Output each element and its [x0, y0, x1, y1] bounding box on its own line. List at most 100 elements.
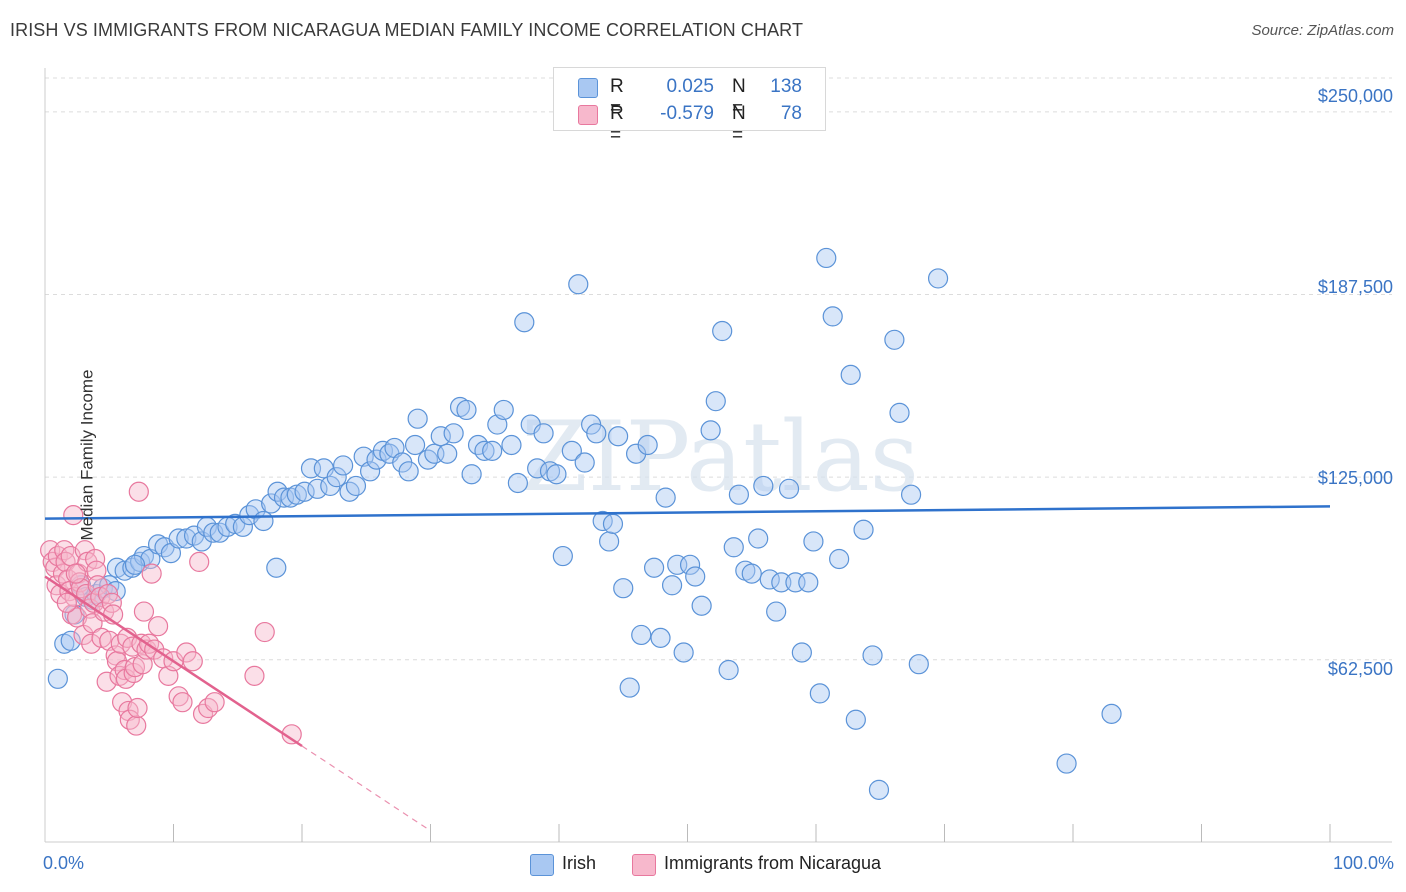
data-point — [56, 592, 77, 613]
data-point — [141, 563, 162, 584]
data-point — [65, 563, 86, 584]
trend-lines — [44, 505, 1331, 832]
data-point — [245, 499, 266, 520]
data-point — [884, 329, 905, 350]
irish-swatch — [530, 854, 554, 876]
data-point — [168, 686, 189, 707]
data-point — [691, 595, 712, 616]
data-point — [602, 513, 624, 535]
y-tick-label: $62,500 — [1327, 659, 1393, 679]
axes — [44, 68, 1392, 843]
data-point — [127, 697, 148, 719]
data-point — [507, 472, 528, 494]
data-point — [655, 487, 676, 508]
data-point — [840, 364, 861, 385]
trend-line-nicaragua — [44, 575, 303, 748]
data-point — [889, 402, 910, 423]
data-point — [712, 320, 733, 342]
data-point — [552, 545, 573, 567]
data-point — [514, 312, 535, 333]
r-value: 0.025 — [666, 76, 714, 97]
y-tick-label: $187,500 — [1317, 277, 1393, 297]
data-point — [1101, 703, 1122, 724]
data-point — [728, 484, 750, 505]
data-point — [404, 434, 426, 456]
data-point — [254, 621, 275, 643]
trend-line-nicaragua-extrapolated — [301, 745, 431, 832]
data-point — [96, 671, 117, 692]
data-point — [60, 630, 81, 651]
data-point — [91, 627, 112, 648]
data-point — [868, 779, 890, 800]
data-point — [47, 668, 68, 689]
data-point — [124, 554, 146, 575]
data-point — [273, 487, 295, 508]
data-point — [128, 481, 149, 502]
data-point — [753, 475, 774, 497]
data-point — [326, 467, 347, 488]
data-point — [853, 519, 874, 540]
irish-swatch — [578, 78, 598, 98]
data-point — [608, 426, 629, 447]
data-point — [493, 399, 514, 421]
legend-label: Immigrants from Nicaragua — [664, 853, 882, 873]
data-point — [339, 481, 360, 502]
data-point — [748, 528, 769, 549]
data-point — [533, 423, 554, 444]
data-point — [568, 274, 589, 295]
data-point — [546, 464, 567, 485]
data-point — [741, 563, 762, 584]
data-point — [461, 464, 482, 485]
data-point — [114, 560, 135, 581]
n-label: N = — [732, 103, 746, 146]
r-value: -0.579 — [660, 103, 714, 124]
data-point — [501, 434, 522, 456]
data-point — [147, 616, 169, 637]
data-point — [456, 399, 477, 421]
data-point — [267, 481, 288, 502]
data-point — [407, 408, 428, 429]
data-point — [345, 475, 367, 497]
data-point — [759, 569, 780, 590]
nicaragua-swatch — [632, 854, 656, 876]
n-label: N = — [732, 76, 746, 119]
series-irish — [47, 247, 1122, 800]
data-point — [182, 651, 203, 672]
data-point — [417, 449, 439, 470]
data-point — [105, 581, 126, 602]
n-value: 78 — [780, 103, 802, 124]
data-point — [862, 645, 883, 666]
data-point — [908, 654, 929, 675]
data-point — [631, 624, 652, 646]
data-point — [172, 692, 193, 713]
data-point — [133, 601, 155, 622]
data-point — [86, 560, 107, 581]
data-point — [778, 478, 800, 499]
data-point — [816, 247, 837, 269]
data-point — [705, 391, 726, 412]
gridlines — [45, 77, 1392, 661]
y-tick-label: $250,000 — [1317, 86, 1393, 106]
data-point — [661, 575, 683, 596]
data-point — [803, 531, 824, 552]
data-point — [527, 458, 548, 479]
data-point — [723, 537, 744, 558]
chart-title: IRISH VS IMMIGRANTS FROM NICARAGUA MEDIA… — [10, 20, 804, 40]
data-point — [286, 484, 307, 505]
data-point — [119, 709, 140, 730]
data-point — [474, 440, 495, 461]
data-point — [261, 493, 282, 514]
data-point — [586, 423, 607, 444]
data-point — [771, 572, 792, 593]
data-point — [198, 697, 219, 719]
y-tick-label: $125,000 — [1317, 468, 1393, 488]
r-label: R = — [610, 76, 624, 119]
data-point — [307, 478, 328, 499]
data-point — [1056, 753, 1077, 774]
data-point — [333, 455, 354, 476]
data-point — [613, 578, 634, 599]
data-point — [637, 434, 658, 456]
data-point — [643, 557, 665, 578]
y-axis-label: Median Family Income — [77, 369, 97, 541]
data-point — [168, 528, 189, 549]
